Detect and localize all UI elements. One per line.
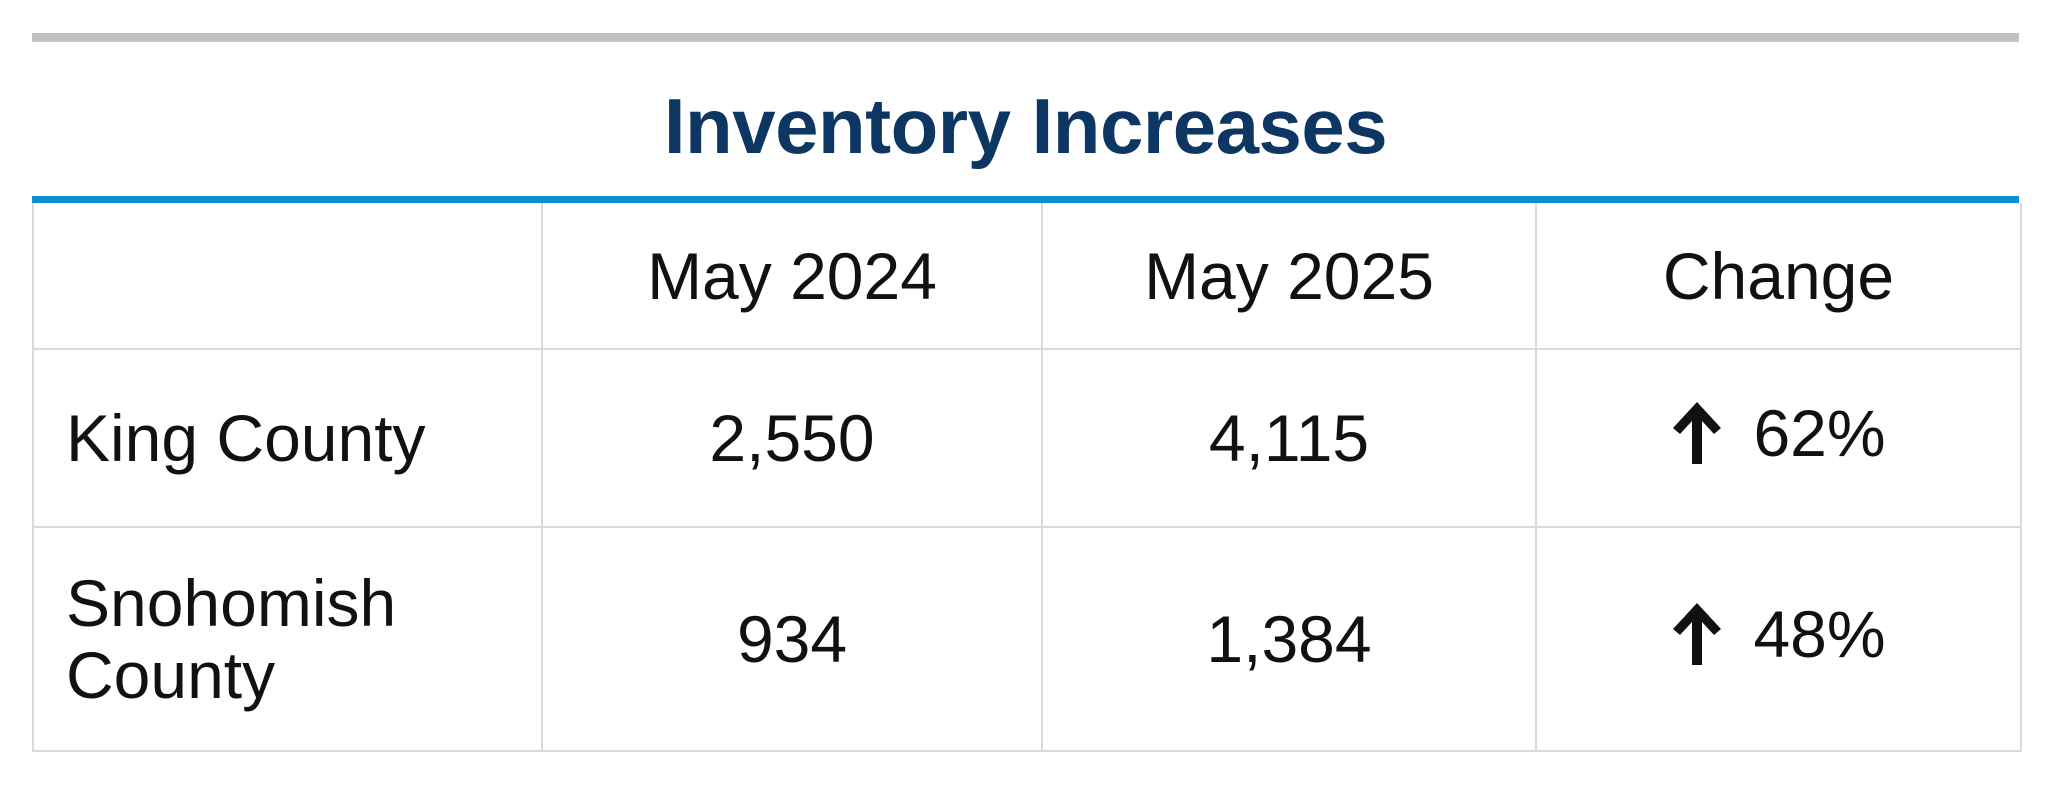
row-label: Snohomish County [32, 526, 543, 752]
change-cell: 62% [1535, 348, 2022, 528]
value-may-2025: 4,115 [1041, 348, 1537, 528]
value-may-2025: 1,384 [1041, 526, 1537, 752]
header-cell-may-2025: May 2025 [1041, 203, 1537, 350]
arrow-up-icon [1671, 601, 1723, 667]
table-header-row: May 2024 May 2025 Change [32, 203, 2022, 350]
top-divider [32, 33, 2019, 42]
change-value: 62% [1753, 396, 1886, 470]
arrow-up-icon [1671, 400, 1723, 466]
value-may-2024: 934 [541, 526, 1043, 752]
row-label: King County [32, 348, 543, 528]
table-row: Snohomish County 934 1,384 48% [32, 526, 2022, 752]
change-cell: 48% [1535, 526, 2022, 752]
value-may-2024: 2,550 [541, 348, 1043, 528]
page-title: Inventory Increases [663, 82, 1388, 170]
header-cell-change: Change [1535, 203, 2022, 350]
header-cell-empty [32, 203, 543, 350]
change-value: 48% [1753, 597, 1886, 671]
header-accent-rule [32, 196, 2019, 203]
inventory-table: May 2024 May 2025 Change King County 2,5… [32, 203, 2022, 752]
table-row: King County 2,550 4,115 62% [32, 348, 2022, 528]
header-cell-may-2024: May 2024 [541, 203, 1043, 350]
